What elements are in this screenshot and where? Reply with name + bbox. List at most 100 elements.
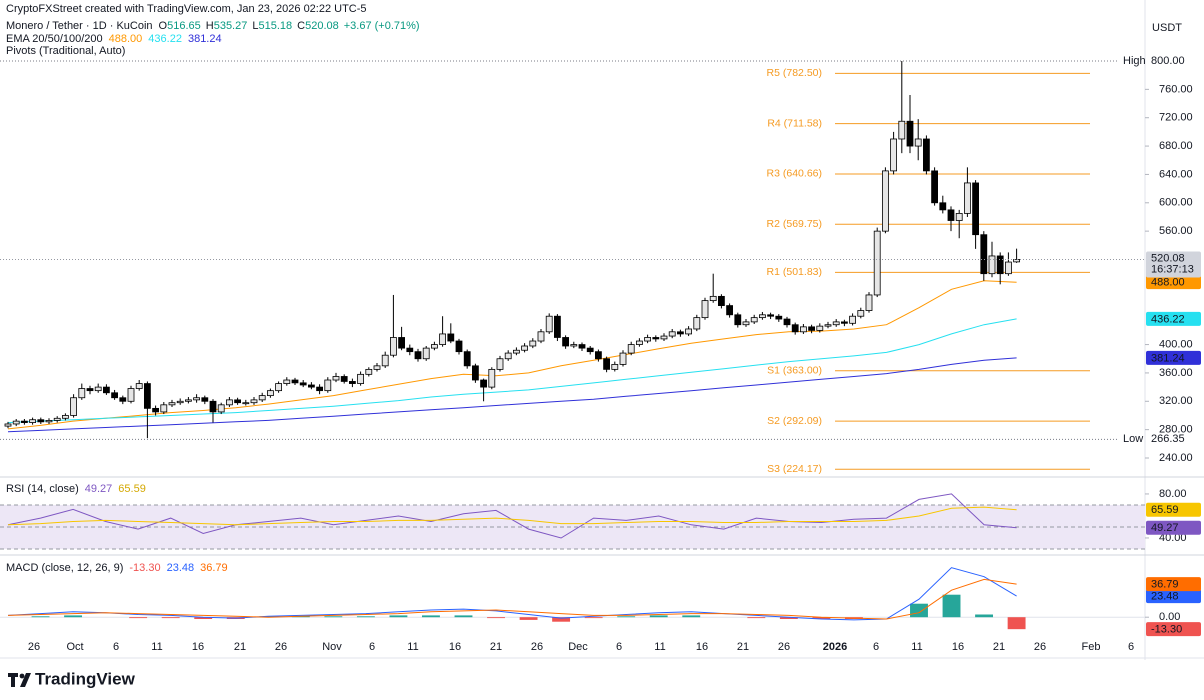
candle-body	[103, 386, 110, 394]
candle-body	[307, 384, 315, 388]
histogram-bar	[389, 615, 408, 618]
rsi-legend: RSI (14, close) 49.27 65.59	[6, 483, 146, 495]
x-tick-label: 11	[654, 641, 665, 653]
candle-body	[135, 383, 143, 389]
x-tick-label: Nov	[322, 641, 342, 653]
low-label: Low	[1123, 433, 1143, 445]
histogram-badge: -13.30	[1151, 624, 1182, 636]
candle-body	[94, 386, 102, 392]
symbol-legend: Monero / Tether · 1D · KuCoin O516.65 H535…	[6, 20, 420, 32]
y-tick-label: 280.00	[1159, 424, 1193, 436]
histogram-bar	[812, 617, 831, 619]
x-tick-label: 21	[993, 641, 1005, 653]
histogram-bar	[487, 617, 505, 619]
candle-body	[857, 310, 865, 317]
rsi-value: 49.27	[85, 483, 113, 495]
candle-body	[972, 182, 979, 236]
pivot-label: R2 (569.75)	[767, 218, 822, 230]
candle-body	[619, 352, 627, 365]
candle-body	[266, 390, 274, 397]
high-value: 800.00	[1151, 55, 1185, 67]
candle-body	[398, 337, 406, 349]
y-tick-label: 560.00	[1159, 225, 1193, 237]
candle-body	[996, 255, 1004, 275]
candle-body	[562, 337, 569, 347]
ema-badge: 488.00	[1151, 277, 1185, 289]
x-tick-label: Feb	[1082, 641, 1101, 653]
logo-text: TradingView	[35, 669, 136, 688]
candle-body	[718, 295, 725, 306]
histogram-bar	[649, 615, 668, 618]
candle-body	[143, 383, 151, 409]
candle-body	[513, 349, 520, 354]
ohlc-key: O	[159, 20, 168, 32]
ohlc-value: 515.18	[258, 20, 292, 32]
y-tick-label: 80.00	[1159, 488, 1187, 500]
candle-body	[939, 202, 947, 211]
candle-body	[291, 379, 299, 384]
candle-body	[324, 379, 332, 392]
histogram-badge-bg	[1146, 622, 1201, 637]
candle-body	[111, 392, 118, 399]
candle-body	[759, 314, 766, 319]
ema-value: 436.22	[148, 33, 182, 45]
candle-body	[184, 399, 192, 402]
candle-body	[455, 340, 463, 353]
histogram-bar	[617, 616, 636, 618]
candle-body	[849, 315, 856, 324]
candle-body	[430, 344, 438, 349]
candle-body	[447, 333, 455, 342]
candle-body	[521, 345, 528, 351]
candle-body	[652, 337, 660, 340]
candle-body	[677, 331, 684, 335]
candle-body	[119, 397, 127, 402]
line-badge: 23.48	[1151, 590, 1179, 602]
x-tick-label: 11	[911, 641, 922, 653]
x-tick-label: 6	[616, 641, 622, 653]
candle-body	[86, 388, 94, 392]
x-tick-label: 26	[28, 641, 40, 653]
candle-body	[127, 388, 135, 402]
candle-body	[332, 376, 340, 381]
candle-body	[668, 331, 676, 337]
candle-body	[775, 315, 783, 320]
line-badge-bg	[1146, 589, 1201, 604]
macd-legend: MACD (close, 12, 26, 9) -13.30 23.48 36.79	[6, 562, 228, 574]
x-tick-label: Oct	[66, 641, 83, 653]
candle-body	[504, 352, 512, 360]
candle-body	[176, 400, 184, 404]
ohlc-value: 520.08	[305, 20, 339, 32]
candle-body	[37, 419, 45, 423]
candle-body	[660, 335, 668, 340]
candle-body	[923, 138, 930, 172]
ohlc-value: 535.27	[214, 20, 248, 32]
signal-value: 36.79	[200, 562, 228, 574]
candle-body	[234, 399, 242, 404]
histogram-bar	[129, 617, 148, 619]
candle-body	[12, 420, 20, 425]
candle-body	[299, 382, 307, 386]
pivot-label: S2 (292.09)	[767, 415, 822, 427]
x-tick-label: 11	[151, 641, 162, 653]
candle-body	[955, 213, 963, 221]
histogram-bar	[779, 617, 798, 619]
y-tick-label: 240.00	[1159, 452, 1193, 464]
histogram-bar	[161, 617, 180, 619]
candle-body	[947, 209, 955, 221]
candle-body	[554, 315, 561, 338]
x-tick-label: 26	[275, 641, 287, 653]
x-tick-label: 16	[696, 641, 708, 653]
pivot-label: R3 (640.66)	[767, 168, 822, 180]
candle-body	[914, 138, 922, 147]
candle-body	[29, 419, 37, 423]
candle-body	[4, 423, 12, 427]
x-tick-label: Dec	[568, 641, 588, 653]
candle-body	[340, 376, 348, 382]
candle-body	[275, 383, 283, 392]
last-price: 520.08	[1151, 252, 1185, 264]
pivot-label: R5 (782.50)	[767, 67, 822, 79]
ema-title: EMA 20/50/100/200	[6, 33, 103, 45]
candle-body	[70, 397, 77, 416]
change: +3.67 (+0.71%)	[344, 20, 420, 32]
line	[7, 578, 1017, 620]
